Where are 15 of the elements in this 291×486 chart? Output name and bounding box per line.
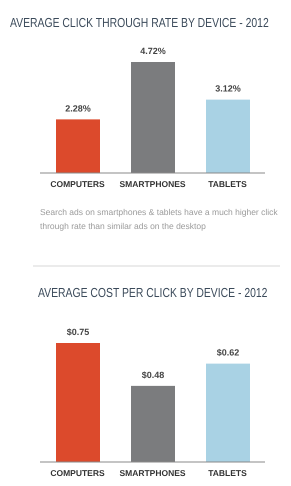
data-label: $0.75	[66, 327, 90, 337]
x-tick-label: COMPUTERS	[50, 179, 105, 190]
x-tick-label: TABLETS	[208, 179, 248, 190]
data-label: $0.48	[142, 370, 164, 380]
text: Search ads on smartphones & tablets have a much higher click through rate than similar ads on the desktop	[40, 206, 279, 233]
x-tick-label: SMARTPHONES	[119, 468, 186, 478]
data-label: 4.72%	[140, 46, 166, 56]
data-label: $0.62	[216, 348, 240, 358]
x-tick-label: TABLETS	[208, 468, 248, 478]
data-label: 3.12%	[215, 84, 241, 94]
x-tick-label: SMARTPHONES	[119, 179, 186, 190]
x-tick-label: COMPUTERS	[50, 468, 105, 478]
chart-title: AVERAGE COST PER CLICK BY DEVICE - 2012	[38, 285, 268, 300]
chart-title: AVERAGE CLICK THROUGH RATE BY DEVICE - 2012	[10, 15, 269, 30]
data-label: 2.28%	[65, 103, 91, 114]
